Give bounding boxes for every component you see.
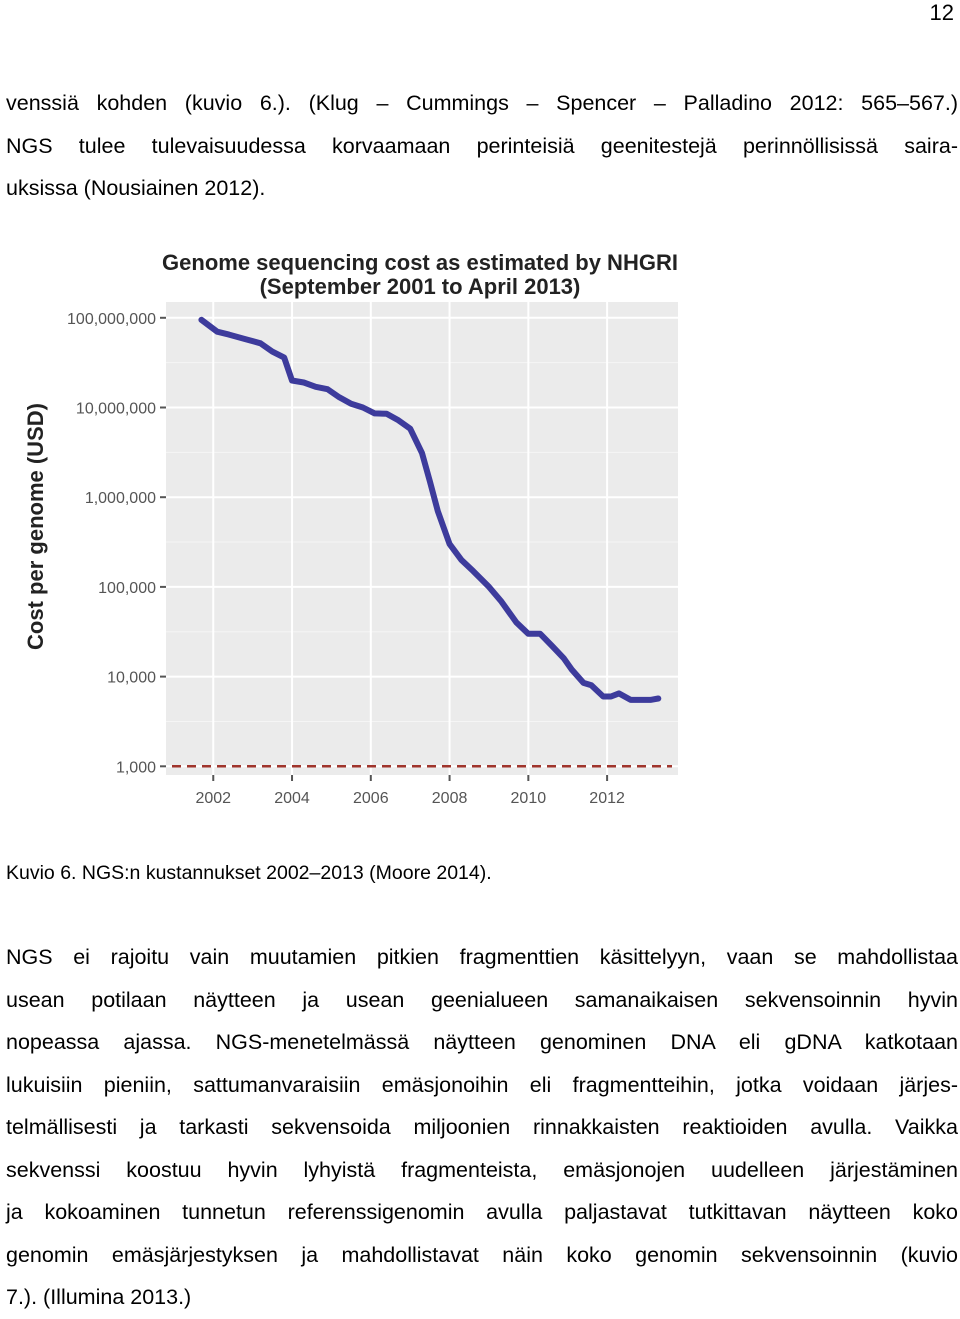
text-line: nopeassa ajassa. NGS-menetelmässä näytte… bbox=[6, 1030, 958, 1054]
paragraph-intro: venssiä kohden (kuvio 6.). (Klug – Cummi… bbox=[6, 82, 958, 210]
x-tick-label: 2010 bbox=[511, 790, 547, 807]
chart-subtitle: (September 2001 to April 2013) bbox=[260, 274, 581, 299]
text-line: usean potilaan näytteen ja usean geenial… bbox=[6, 987, 958, 1012]
y-axis-label: Cost per genome (USD) bbox=[23, 403, 48, 650]
x-tick-label: 2008 bbox=[432, 790, 468, 807]
text-line: lukuisiin pieniin, sattumanvaraisiin emä… bbox=[6, 1072, 958, 1097]
text-line: genomin emäsjärjestyksen ja mahdollistav… bbox=[6, 1242, 958, 1267]
y-tick-label: 10,000 bbox=[107, 670, 156, 687]
x-tick-label: 2004 bbox=[274, 790, 310, 807]
text-line: 7.). (Illumina 2013.) bbox=[6, 1285, 192, 1309]
y-tick-label: 1,000 bbox=[116, 759, 156, 776]
x-tick-label: 2002 bbox=[195, 790, 231, 807]
x-tick-label: 2006 bbox=[353, 790, 389, 807]
plot-panel bbox=[166, 302, 678, 775]
figure-caption: Kuvio 6. NGS:n kustannukset 2002–2013 (M… bbox=[6, 862, 492, 884]
text-line: sekvenssi koostuu hyvin lyhyistä fragmen… bbox=[6, 1157, 958, 1182]
text-line: NGS tulee tulevaisuudessa korvaamaan per… bbox=[6, 133, 958, 158]
page-number: 12 bbox=[929, 0, 954, 25]
y-tick-label: 10,000,000 bbox=[76, 400, 156, 417]
paragraph-body: NGS ei rajoitu vain muutamien pitkien fr… bbox=[6, 936, 958, 1319]
text-line: ja kokoaminen tunnetun referenssigenomin… bbox=[6, 1200, 958, 1224]
cost-chart-figure: Genome sequencing cost as estimated by N… bbox=[18, 240, 688, 815]
x-tick-label: 2012 bbox=[589, 790, 625, 807]
text-line: uksissa (Nousiainen 2012). bbox=[6, 176, 266, 200]
text-line: venssiä kohden (kuvio 6.). (Klug – Cummi… bbox=[6, 91, 958, 115]
text-line: telmällisesti ja tarkasti sekvensoida mi… bbox=[6, 1115, 958, 1139]
y-tick-label: 1,000,000 bbox=[85, 490, 156, 507]
cost-chart: Genome sequencing cost as estimated by N… bbox=[23, 250, 678, 807]
text-line: NGS ei rajoitu vain muutamien pitkien fr… bbox=[6, 945, 958, 969]
y-tick-label: 100,000 bbox=[98, 580, 156, 597]
series-line bbox=[198, 316, 662, 703]
y-tick-label: 100,000,000 bbox=[67, 311, 156, 328]
chart-title: Genome sequencing cost as estimated by N… bbox=[162, 250, 678, 275]
